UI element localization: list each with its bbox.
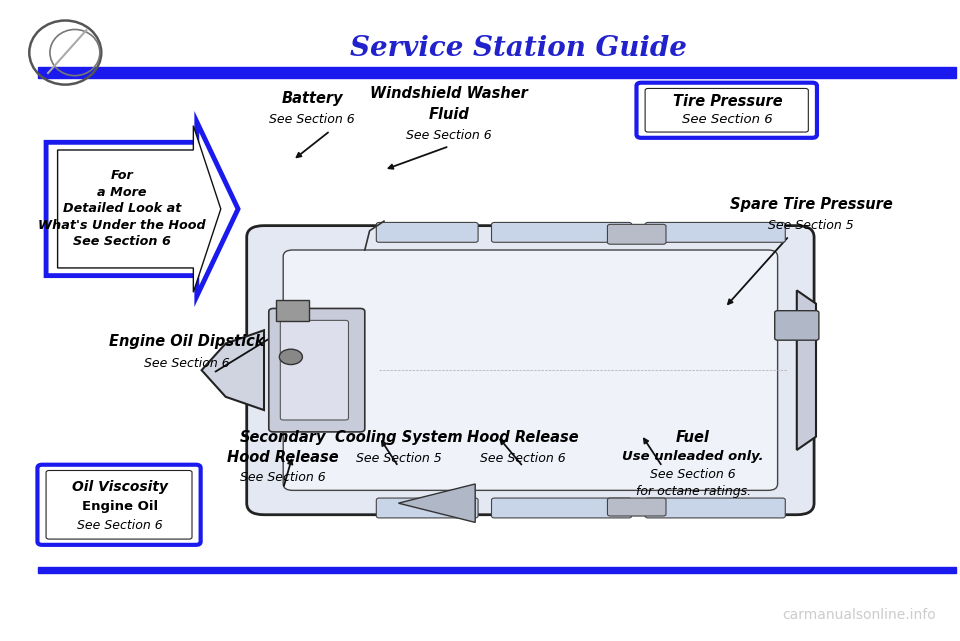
FancyBboxPatch shape xyxy=(645,88,808,132)
Text: Hood Release: Hood Release xyxy=(228,450,339,465)
Text: Fluid: Fluid xyxy=(429,107,469,122)
FancyBboxPatch shape xyxy=(608,224,666,244)
FancyBboxPatch shape xyxy=(636,83,817,138)
Text: Windshield Washer: Windshield Washer xyxy=(371,87,528,101)
Text: Secondary: Secondary xyxy=(240,431,326,445)
Text: See Section 6: See Section 6 xyxy=(240,471,326,484)
FancyBboxPatch shape xyxy=(492,498,632,518)
Text: See Section 6: See Section 6 xyxy=(144,357,230,370)
FancyBboxPatch shape xyxy=(492,222,632,242)
Text: Oil Viscosity: Oil Viscosity xyxy=(72,480,168,494)
Text: See Section 5: See Section 5 xyxy=(355,452,442,465)
Text: See Section 6: See Section 6 xyxy=(406,129,492,142)
Bar xyxy=(38,567,956,573)
Text: See Section 6: See Section 6 xyxy=(77,519,163,532)
Circle shape xyxy=(279,349,302,365)
Text: See Section 6: See Section 6 xyxy=(683,113,773,126)
Polygon shape xyxy=(797,290,816,450)
FancyBboxPatch shape xyxy=(46,470,192,539)
FancyBboxPatch shape xyxy=(280,320,348,420)
FancyBboxPatch shape xyxy=(645,222,785,242)
FancyBboxPatch shape xyxy=(376,222,478,242)
Text: See Section 5: See Section 5 xyxy=(768,219,854,232)
Text: Battery: Battery xyxy=(281,91,343,106)
Text: Service Station Guide: Service Station Guide xyxy=(350,35,686,62)
Polygon shape xyxy=(202,330,264,410)
FancyBboxPatch shape xyxy=(645,498,785,518)
Text: For
a More
Detailed Look at
What's Under the Hood
See Section 6: For a More Detailed Look at What's Under… xyxy=(38,169,205,249)
FancyBboxPatch shape xyxy=(775,311,819,340)
FancyBboxPatch shape xyxy=(37,465,201,545)
FancyBboxPatch shape xyxy=(608,498,666,516)
FancyBboxPatch shape xyxy=(247,226,814,515)
Text: carmanualsonline.info: carmanualsonline.info xyxy=(782,608,936,622)
FancyBboxPatch shape xyxy=(283,250,778,490)
FancyBboxPatch shape xyxy=(269,308,365,432)
Text: See Section 6: See Section 6 xyxy=(269,113,355,126)
FancyBboxPatch shape xyxy=(276,301,309,321)
Text: See Section 6: See Section 6 xyxy=(650,468,736,481)
Text: Spare Tire Pressure: Spare Tire Pressure xyxy=(730,197,893,212)
FancyBboxPatch shape xyxy=(376,498,478,518)
Polygon shape xyxy=(398,484,475,522)
Text: Cooling System: Cooling System xyxy=(335,431,462,445)
Text: Use unleaded only.: Use unleaded only. xyxy=(622,451,764,463)
Text: for octane ratings.: for octane ratings. xyxy=(636,485,751,498)
Polygon shape xyxy=(46,122,238,296)
Bar xyxy=(38,67,956,78)
Text: See Section 6: See Section 6 xyxy=(480,452,566,465)
Text: Tire Pressure: Tire Pressure xyxy=(673,94,782,109)
Text: Engine Oil: Engine Oil xyxy=(82,500,158,513)
Polygon shape xyxy=(58,126,221,292)
Text: Hood Release: Hood Release xyxy=(468,431,579,445)
Text: Engine Oil Dipstick: Engine Oil Dipstick xyxy=(109,335,265,349)
Text: Fuel: Fuel xyxy=(676,431,710,445)
